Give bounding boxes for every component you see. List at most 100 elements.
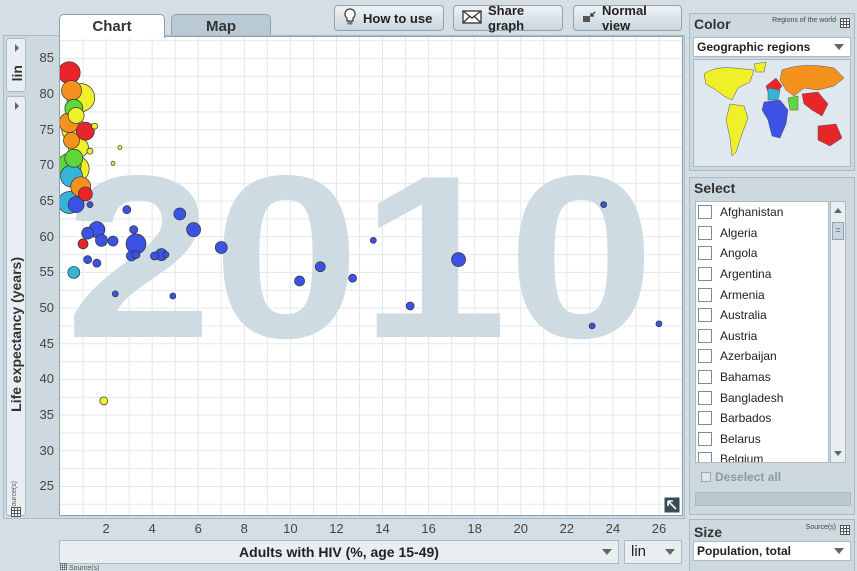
country-item[interactable]: Belgium (696, 449, 828, 462)
data-point[interactable] (95, 233, 108, 247)
data-point[interactable] (61, 80, 82, 101)
country-item[interactable]: Austria (696, 326, 828, 347)
data-point[interactable] (64, 148, 84, 168)
country-item[interactable]: Algeria (696, 223, 828, 244)
country-item[interactable]: Azerbaijan (696, 346, 828, 367)
data-point[interactable] (600, 201, 608, 209)
data-point[interactable] (294, 275, 305, 287)
country-checkbox[interactable] (698, 267, 712, 282)
y-scale-toggle[interactable]: lin (6, 38, 26, 92)
data-point[interactable] (117, 145, 123, 150)
y-tick-label: 85 (39, 50, 54, 66)
country-item[interactable]: Armenia (696, 284, 828, 305)
data-point[interactable] (107, 235, 119, 247)
data-point[interactable] (451, 252, 466, 267)
scroll-up-icon[interactable] (831, 204, 845, 218)
y-tick-label: 45 (39, 335, 54, 351)
data-point[interactable] (655, 320, 663, 328)
country-item[interactable]: Angola (696, 243, 828, 264)
data-point[interactable] (129, 225, 139, 234)
data-point[interactable] (67, 196, 85, 214)
country-checkbox[interactable] (698, 205, 712, 220)
scroll-thumb[interactable]: = (832, 222, 844, 240)
data-point[interactable] (169, 292, 177, 300)
grid-icon[interactable] (840, 525, 850, 535)
data-point[interactable] (99, 396, 109, 406)
plot-area[interactable]: 2010 (59, 36, 683, 516)
y-tick-label: 50 (39, 300, 54, 316)
country-checkbox[interactable] (698, 411, 712, 426)
country-item[interactable]: Barbados (696, 408, 828, 429)
data-point[interactable] (405, 301, 415, 311)
country-item[interactable]: Argentina (696, 264, 828, 285)
trail-slider[interactable] (695, 492, 851, 506)
data-point[interactable] (91, 122, 98, 130)
country-list-scrollbar[interactable]: = (830, 201, 846, 463)
data-point[interactable] (67, 266, 81, 279)
x-source-label[interactable]: Source(s) (60, 563, 99, 571)
data-point[interactable] (86, 147, 94, 155)
expand-corner-icon[interactable] (664, 497, 680, 513)
data-point[interactable] (150, 251, 159, 261)
scatter-plot[interactable]: 2010 (60, 37, 682, 515)
data-point[interactable] (131, 250, 141, 259)
data-point[interactable] (111, 290, 119, 298)
country-checkbox[interactable] (698, 452, 712, 462)
x-scale-selector[interactable]: lin (624, 540, 682, 564)
color-indicator-select[interactable]: Geographic regions (693, 37, 851, 57)
x-tick-label: 20 (513, 521, 528, 536)
data-point[interactable] (214, 241, 228, 254)
country-checkbox[interactable] (698, 308, 712, 323)
y-tick-label: 70 (39, 157, 54, 173)
data-point[interactable] (67, 107, 85, 124)
data-point[interactable] (173, 207, 187, 221)
x-tick-label: 26 (651, 521, 667, 536)
data-point[interactable] (77, 238, 89, 250)
data-point[interactable] (162, 251, 170, 258)
data-point[interactable] (369, 236, 377, 244)
data-point[interactable] (81, 226, 94, 240)
country-item[interactable]: Belarus (696, 429, 828, 450)
data-point[interactable] (314, 261, 326, 273)
country-checkbox[interactable] (698, 370, 712, 385)
data-point[interactable] (63, 132, 80, 149)
country-item[interactable]: Bangladesh (696, 387, 828, 408)
data-point[interactable] (92, 258, 102, 268)
country-item[interactable]: Bahamas (696, 367, 828, 388)
size-indicator-select[interactable]: Population, total (693, 541, 851, 561)
share-graph-button[interactable]: Share graph (453, 3, 563, 33)
size-source-label[interactable]: Source(s) (805, 524, 836, 531)
data-point[interactable] (122, 205, 132, 215)
data-point[interactable] (83, 255, 92, 264)
normal-view-button[interactable]: Normal view (573, 3, 682, 33)
country-checkbox[interactable] (698, 328, 712, 343)
region-map[interactable] (693, 59, 851, 167)
grid-icon[interactable] (11, 507, 21, 517)
country-checkbox[interactable] (698, 287, 712, 302)
country-item[interactable]: Afghanistan (696, 202, 828, 223)
data-point[interactable] (186, 222, 201, 237)
y-axis-selector[interactable]: Life expectancy (years) Source(s) (6, 96, 26, 517)
color-panel: Color Regions of the world Geographic re… (689, 13, 855, 171)
country-checkbox[interactable] (698, 225, 712, 240)
country-checkbox[interactable] (698, 246, 712, 261)
data-point[interactable] (348, 273, 357, 283)
data-point[interactable] (110, 160, 116, 166)
country-checkbox[interactable] (698, 431, 712, 446)
tab-map[interactable]: Map (171, 14, 271, 38)
country-list[interactable]: Afghanistan Algeria Angola Argentina Armenia… (695, 201, 829, 463)
country-item[interactable]: Australia (696, 305, 828, 326)
data-point[interactable] (75, 121, 95, 141)
scroll-down-icon[interactable] (831, 446, 845, 460)
grid-icon[interactable] (840, 18, 850, 28)
tab-chart[interactable]: Chart (59, 14, 165, 38)
how-to-use-button[interactable]: How to use (334, 5, 444, 31)
country-label: Argentina (720, 267, 772, 282)
deselect-all-button[interactable]: Deselect all (695, 467, 851, 487)
data-point[interactable] (588, 322, 596, 330)
x-axis-selector[interactable]: Adults with HIV (%, age 15-49) (59, 540, 619, 564)
country-checkbox[interactable] (698, 390, 712, 405)
data-point[interactable] (86, 201, 94, 209)
country-checkbox[interactable] (698, 349, 712, 364)
data-point[interactable] (77, 186, 93, 202)
